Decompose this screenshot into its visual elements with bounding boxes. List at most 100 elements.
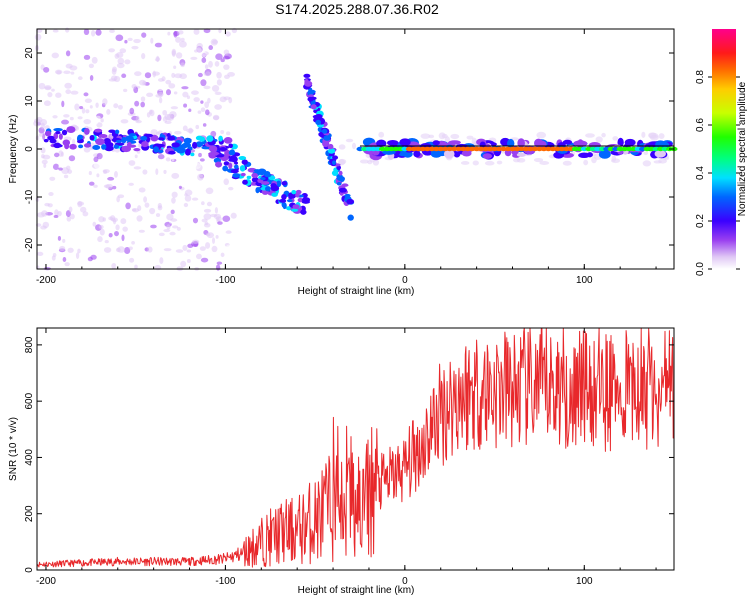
- spectrogram-background-blob: [35, 135, 40, 141]
- spectrogram-background-blob: [75, 252, 80, 259]
- spectrogram-signal-blob: [108, 129, 116, 133]
- spectrogram-background-blob: [42, 234, 47, 239]
- spectrogram-background-blob: [38, 82, 46, 90]
- spectrogram-signal-blob: [223, 137, 233, 144]
- spectrogram-signal-blob: [69, 143, 77, 150]
- spectrogram-background-blob: [172, 225, 179, 229]
- spectrogram-signal-blob: [47, 135, 55, 141]
- spectrogram-signal-blob: [206, 135, 214, 143]
- spectrogram-background-blob: [201, 201, 205, 206]
- spectrogram-background-blob: [214, 61, 220, 67]
- spectrogram-x-tick-label: 0: [402, 275, 408, 286]
- spectrogram-background-blob: [601, 132, 606, 138]
- spectrogram-background-blob: [178, 30, 184, 35]
- spectrogram-background-blob: [192, 217, 199, 224]
- spectrogram-signal-blob: [115, 139, 122, 143]
- spectrogram-signal-blob: [229, 155, 237, 161]
- spectrogram-signal-blob: [238, 156, 247, 161]
- spectrogram-background-blob: [96, 197, 104, 202]
- spectrogram-background-blob: [68, 206, 73, 213]
- spectrogram-background-blob: [205, 187, 214, 195]
- spectrogram-signal-blob: [129, 133, 136, 137]
- spectrogram-background-blob: [128, 160, 136, 166]
- spectrogram-background-blob: [124, 39, 128, 44]
- spectrogram-background-blob: [79, 106, 84, 110]
- spectrogram-background-blob: [111, 217, 118, 223]
- spectrogram-signal-blob: [183, 137, 192, 144]
- spectrogram-background-blob: [103, 123, 108, 130]
- spectrogram-background-blob: [583, 159, 589, 166]
- spectrogram-background-blob: [203, 208, 212, 213]
- spectrogram-background-blob: [194, 49, 199, 53]
- spectrogram-signal-blob: [301, 197, 311, 203]
- spectrogram-background-blob: [38, 133, 44, 137]
- spectrogram-background-blob: [176, 227, 181, 231]
- spectrogram-background-blob: [159, 257, 164, 265]
- spectrogram-background-blob: [149, 54, 157, 60]
- colorbar-tick-label: 0.2: [695, 214, 706, 228]
- spectrogram-background-blob: [203, 222, 211, 228]
- spectrogram-signal-blob: [55, 131, 61, 135]
- spectrogram-background-blob: [133, 166, 142, 170]
- spectrogram-background-blob: [121, 234, 125, 242]
- spectrogram-background-blob: [52, 115, 58, 119]
- spectrogram-background-blob: [165, 157, 171, 162]
- spectrogram-background-blob: [163, 169, 167, 174]
- snr-y-tick-label: 600: [24, 392, 35, 409]
- spectrogram-background-blob: [212, 114, 220, 121]
- spectrogram-background-blob: [158, 120, 166, 127]
- spectrogram-background-blob: [472, 160, 479, 166]
- spectrogram-background-blob: [123, 88, 128, 93]
- spectrogram-background-blob: [131, 84, 137, 89]
- snr-y-tick-label: 400: [24, 449, 35, 466]
- spectrogram-signal-blob: [218, 135, 223, 142]
- spectrogram-background-blob: [533, 157, 544, 163]
- spectrogram-background-blob: [199, 246, 206, 251]
- spectrogram-x-tick-label: -100: [215, 275, 235, 286]
- spectrogram-background-blob: [113, 103, 119, 109]
- spectrogram-background-blob: [67, 247, 74, 253]
- spectrogram-background-blob: [146, 112, 151, 118]
- spectrogram-background-blob: [117, 104, 123, 110]
- spectrogram-background-blob: [93, 161, 102, 169]
- spectrogram-signal-blob: [158, 137, 165, 141]
- spectrogram-background-blob: [156, 55, 160, 63]
- spectrogram-signal-blob: [228, 143, 233, 149]
- spectrogram-background-blob: [89, 105, 93, 109]
- spectrogram-signal-blob: [654, 149, 666, 158]
- spectrogram-signal-blob: [297, 197, 304, 203]
- spectrogram-background-blob: [157, 202, 162, 209]
- spectrogram-background-blob: [182, 244, 188, 251]
- spectrogram-signal-blob: [624, 138, 636, 146]
- snr-y-tick-label: 200: [24, 505, 35, 522]
- spectrogram-background-blob: [89, 74, 94, 81]
- spectrogram-background-blob: [56, 70, 62, 75]
- spectrogram-background-blob: [128, 246, 133, 250]
- spectrogram-background-blob: [103, 247, 112, 253]
- spectrogram-signal-blob: [239, 165, 246, 172]
- spectrogram-background-blob: [108, 216, 113, 221]
- spectrogram-signal-blob: [66, 126, 76, 134]
- spectrogram-signal-blob: [338, 187, 346, 193]
- spectrogram-background-blob: [345, 138, 354, 143]
- spectrogram-background-blob: [200, 257, 209, 263]
- spectrogram-background-blob: [141, 32, 147, 38]
- spectrogram-background-blob: [182, 125, 188, 132]
- spectrogram-signal-blob: [276, 180, 282, 188]
- spectrogram-signal-blob: [101, 144, 107, 150]
- spectrogram-background-blob: [146, 92, 154, 98]
- spectrogram-background-blob: [149, 207, 156, 215]
- spectrogram-background-blob: [83, 54, 91, 60]
- spectrogram-signal-blob: [242, 179, 248, 185]
- spectrogram-background-blob: [106, 109, 111, 115]
- spectrogram-background-blob: [161, 76, 166, 82]
- spectrogram-background-blob: [167, 31, 171, 36]
- spectrogram-signal-blob: [327, 143, 334, 150]
- spectrogram-background-blob: [171, 48, 177, 56]
- spectrogram-background-blob: [36, 251, 44, 257]
- spectrogram-signal-blob: [83, 127, 90, 135]
- spectrogram-background-blob: [191, 197, 199, 201]
- spectrogram-y-axis-label: Frequency (Hz): [8, 115, 19, 184]
- spectrogram-signal-blob: [344, 193, 351, 198]
- spectrogram-signal-blob: [331, 160, 337, 166]
